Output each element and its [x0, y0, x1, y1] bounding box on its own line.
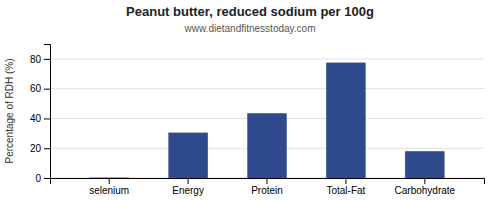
- y-tick-label: 0: [35, 173, 41, 184]
- chart-container: Peanut butter, reduced sodium per 100g ww…: [0, 0, 500, 200]
- x-tick-mark: [188, 178, 189, 184]
- grid-line: [50, 58, 484, 59]
- x-tick-label: selenium: [89, 185, 129, 196]
- x-tick-label: Protein: [251, 185, 283, 196]
- x-tick: Energy: [172, 178, 204, 196]
- y-tick-label: 80: [30, 54, 42, 65]
- chart-svg: Peanut butter, reduced sodium per 100g ww…: [0, 0, 500, 200]
- x-tick-mark: [424, 178, 425, 184]
- x-axis: selenium Energy Protein Total-Fat Carbohydra…: [51, 178, 485, 196]
- grid-line: [50, 88, 484, 89]
- y-tick-mark: [44, 89, 50, 90]
- y-tick: 0: [35, 173, 50, 184]
- x-tick-label: Energy: [172, 185, 204, 196]
- y-tick: 80: [30, 54, 50, 65]
- y-tick: 60: [30, 83, 50, 94]
- y-axis-line: [44, 45, 51, 179]
- bar: [89, 177, 128, 178]
- x-tick-label: Carbohydrate: [395, 185, 456, 196]
- y-tick-mark: [44, 118, 50, 119]
- x-tick: Carbohydrate: [395, 178, 456, 196]
- bars: [89, 63, 444, 178]
- bar: [326, 63, 365, 178]
- x-tick: selenium: [89, 178, 129, 196]
- subtitle: www.dietandfitnesstoday.com: [184, 23, 316, 34]
- y-tick-label: 20: [30, 143, 42, 154]
- y-tick-label: 60: [30, 83, 42, 94]
- x-tick-mark: [109, 178, 110, 184]
- y-tick-mark: [44, 148, 50, 149]
- y-tick-mark: [44, 178, 50, 179]
- x-axis-line: [51, 179, 485, 185]
- y-tick-mark: [44, 59, 50, 60]
- y-tick: 20: [30, 143, 50, 154]
- x-tick: Protein: [251, 178, 283, 196]
- title: Peanut butter, reduced sodium per 100g: [126, 4, 374, 19]
- y-tick: 40: [30, 113, 50, 124]
- y-tick-label: 40: [30, 113, 42, 124]
- bar: [247, 113, 286, 178]
- y-axis: 0 20 40 60 80: [30, 45, 51, 184]
- x-tick: Total-Fat: [326, 178, 365, 196]
- bar: [405, 151, 444, 178]
- x-tick-mark: [345, 178, 346, 184]
- x-tick-mark: [267, 178, 268, 184]
- y-axis-title: Percentage of RDH (%): [4, 58, 15, 163]
- grid: [50, 59, 484, 178]
- plot: 0 20 40 60 80 selenium Energy Protein Total-Fat C…: [30, 45, 485, 197]
- bar: [168, 133, 207, 178]
- x-tick-label: Total-Fat: [326, 185, 365, 196]
